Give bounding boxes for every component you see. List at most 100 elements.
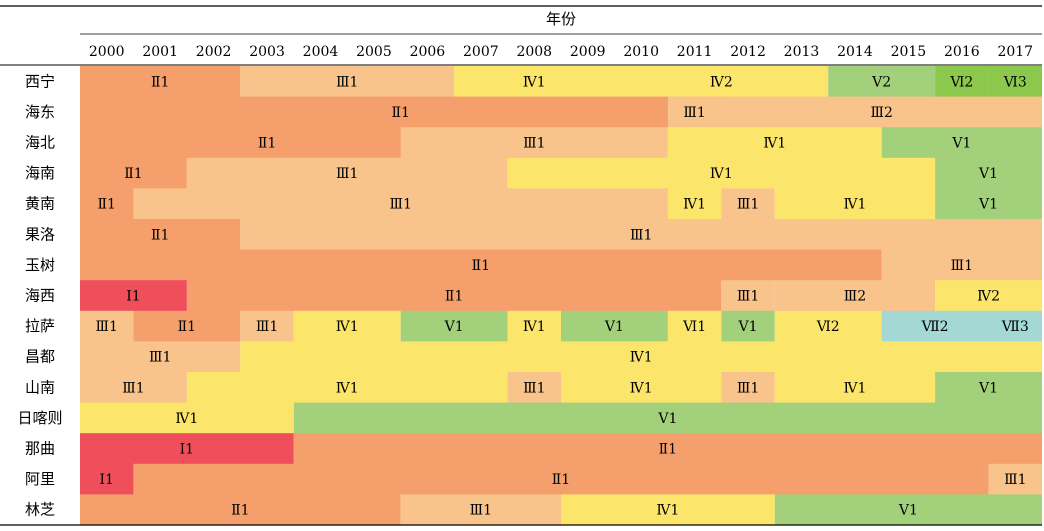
stage-segment [240, 310, 294, 342]
stage-segment [988, 463, 1042, 495]
stage-segment [667, 310, 722, 342]
year-header: 2010 [623, 44, 659, 60]
stage-segment [881, 127, 1042, 159]
year-header: 2004 [303, 44, 339, 60]
stage-label: Ⅴ1 [604, 319, 624, 335]
region-label: 果洛 [25, 225, 55, 243]
year-header: 2012 [730, 44, 766, 60]
stage-label: Ⅳ1 [656, 503, 679, 519]
stage-segment [80, 157, 187, 189]
stage-segment [133, 310, 241, 342]
region-label: 海北 [25, 134, 55, 152]
year-header: 2014 [837, 44, 873, 60]
stage-label: Ⅲ1 [683, 105, 705, 121]
stage-segment [80, 494, 401, 526]
stage-segment [186, 280, 722, 312]
region-label: 黄南 [25, 195, 55, 213]
year-header: 2016 [944, 44, 980, 60]
stage-label: Ⅳ1 [843, 380, 866, 396]
stage-segment [561, 494, 775, 526]
stage-segment [186, 372, 508, 404]
stage-segment [80, 219, 241, 251]
year-header: 2001 [142, 44, 178, 60]
stage-segment [988, 66, 1042, 98]
stage-label: Ⅴ1 [738, 319, 758, 335]
stage-label: Ⅱ1 [124, 166, 142, 182]
stage-label: Ⅴ1 [951, 136, 971, 152]
region-label: 海南 [25, 164, 55, 182]
stage-label: Ⅴ2 [871, 74, 891, 90]
year-header: 2013 [784, 44, 820, 60]
stage-segment [80, 341, 241, 373]
stage-label: Ⅳ1 [843, 197, 866, 213]
stage-segment [774, 494, 1042, 526]
stage-label: Ⅳ1 [336, 380, 359, 396]
region-label: 那曲 [25, 440, 55, 458]
stage-label: Ⅴ1 [978, 197, 998, 213]
stage-segment [400, 310, 508, 342]
stage-label: Ⅱ1 [552, 472, 570, 488]
stage-label: Ⅵ2 [949, 74, 973, 90]
stage-label: Ⅲ1 [122, 380, 144, 396]
stage-label: Ⅱ1 [151, 227, 169, 243]
region-label: 拉萨 [25, 317, 55, 335]
year-header: 2017 [997, 44, 1033, 60]
stage-label: Ⅳ1 [710, 166, 733, 182]
stage-segment [80, 433, 294, 465]
stage-segment [80, 280, 187, 312]
stage-label: Ⅳ1 [763, 136, 786, 152]
stage-segment [240, 219, 1043, 251]
stage-label: Ⅲ1 [737, 197, 759, 213]
year-header: 2005 [356, 44, 392, 60]
stage-label: Ⅲ2 [844, 289, 866, 305]
year-header: 2006 [410, 44, 446, 60]
stage-segment [80, 402, 294, 434]
stage-label: Ⅲ1 [737, 289, 759, 305]
stage-label: Ⅴ1 [444, 319, 464, 335]
stage-segment [80, 372, 187, 404]
stage-segment [774, 372, 936, 404]
region-label: 林芝 [25, 501, 55, 519]
year-header: 2007 [463, 44, 499, 60]
stage-segment [935, 188, 1042, 220]
stage-segment [133, 188, 668, 220]
region-label: 玉树 [25, 256, 55, 274]
stage-segment [881, 310, 989, 342]
stage-segment [80, 66, 241, 98]
year-header: 2008 [516, 44, 552, 60]
stage-label: Ⅲ1 [951, 258, 973, 274]
region-label: 日喀则 [17, 409, 62, 427]
stage-segment [454, 66, 615, 98]
stage-label: Ⅵ1 [682, 319, 706, 335]
stage-segment [721, 372, 775, 404]
stage-label: Ⅲ1 [470, 503, 492, 519]
stage-segment [667, 96, 722, 128]
region-label: 西宁 [25, 72, 55, 90]
stage-label: Ⅳ1 [683, 197, 706, 213]
stage-segment [293, 433, 1042, 465]
stage-segment [774, 310, 882, 342]
region-label: 海东 [25, 103, 55, 121]
stage-segment [80, 96, 722, 128]
year-header: 2002 [196, 44, 232, 60]
stage-label: Ⅲ1 [336, 74, 358, 90]
stage-label: Ⅳ1 [523, 74, 546, 90]
stage-label: Ⅲ1 [737, 380, 759, 396]
region-label: 海西 [25, 287, 55, 305]
stage-label: Ⅱ1 [472, 258, 490, 274]
stage-label: Ⅶ2 [921, 319, 949, 335]
stage-label: Ⅲ1 [336, 166, 358, 182]
stage-label: Ⅲ1 [389, 197, 411, 213]
stage-segment [935, 66, 989, 98]
stage-label: Ⅴ1 [978, 380, 998, 396]
stage-segment [561, 310, 668, 342]
stage-segment [240, 66, 455, 98]
year-header: 2015 [891, 44, 927, 60]
stage-segment [774, 280, 936, 312]
stage-segment [507, 372, 561, 404]
stage-segment [80, 188, 134, 220]
stage-segment [507, 310, 561, 342]
stage-label: Ⅲ1 [630, 227, 652, 243]
stage-label: Ⅶ3 [1001, 319, 1029, 335]
stage-segment [721, 280, 775, 312]
